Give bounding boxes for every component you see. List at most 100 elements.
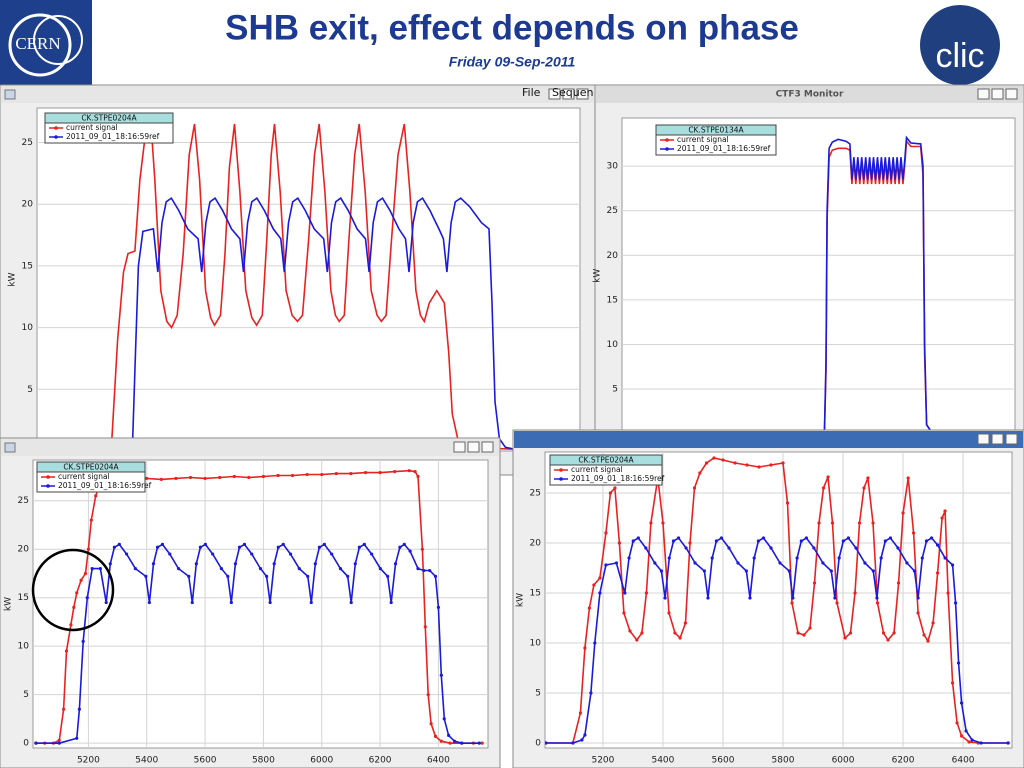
data-point [636, 536, 640, 540]
legend-header [655, 124, 777, 136]
data-point [628, 629, 632, 633]
window-button[interactable] [1005, 88, 1018, 100]
window-button[interactable] [977, 433, 990, 445]
window-button[interactable] [562, 88, 575, 100]
window-button[interactable] [576, 88, 589, 100]
menu-item[interactable]: File [522, 86, 541, 99]
y-tick-label: 5 [612, 385, 618, 395]
y-axis-label: kW [516, 593, 526, 607]
data-point [778, 561, 782, 565]
data-point [198, 545, 203, 549]
data-point [57, 741, 61, 745]
data-point [940, 516, 944, 520]
window-button[interactable] [453, 441, 466, 453]
data-point [843, 636, 847, 640]
data-point [448, 741, 452, 745]
data-point [967, 740, 971, 744]
data-point [835, 601, 839, 605]
legend-label: 2011_09_01_18:16:59ref [677, 144, 771, 153]
data-point [155, 545, 160, 549]
data-point [854, 546, 858, 550]
data-point [683, 621, 688, 625]
data-point [841, 539, 845, 543]
data-point [920, 556, 924, 560]
data-point [72, 605, 76, 609]
data-point [604, 563, 608, 567]
y-tick-label: 25 [530, 489, 541, 499]
data-point [317, 545, 322, 549]
data-point [693, 561, 697, 565]
data-point [422, 568, 426, 573]
data-point [631, 539, 635, 543]
y-tick-label: 30 [607, 162, 619, 172]
window: File Sequen510152025kWCK.STPE0204Acurrent… [0, 84, 596, 476]
data-point [808, 626, 812, 630]
data-point [955, 721, 959, 725]
x-tick-label: 5200 [77, 756, 100, 766]
window-button[interactable] [467, 441, 480, 453]
title-bar [1, 86, 594, 103]
window-button[interactable] [991, 433, 1004, 445]
data-point [338, 567, 343, 571]
data-point [837, 556, 841, 560]
data-point [875, 601, 880, 605]
y-tick-label: 5 [27, 385, 33, 395]
logo-background [920, 5, 1000, 85]
data-point [592, 583, 596, 587]
x-tick-label: 5800 [252, 756, 275, 766]
data-point [250, 552, 254, 556]
data-point [144, 574, 148, 578]
data-point [439, 673, 443, 677]
data-point [211, 552, 215, 556]
window-button[interactable] [481, 441, 494, 453]
window-button[interactable] [991, 88, 1004, 100]
x-tick-label: 6000 [832, 756, 855, 766]
data-point [924, 539, 929, 543]
x-tick-label: 5600 [194, 756, 217, 766]
data-point [905, 561, 909, 565]
data-point [757, 465, 761, 469]
logo-ring [33, 15, 83, 65]
y-tick-label: 15 [530, 589, 541, 599]
data-point [378, 567, 382, 571]
window-button[interactable] [1005, 433, 1018, 445]
data-point [676, 536, 681, 540]
legend-marker [559, 477, 563, 481]
data-point [219, 567, 224, 571]
data-point [879, 556, 883, 560]
data-point [791, 596, 795, 600]
data-point [378, 471, 382, 475]
logo-text: clic [935, 37, 984, 75]
data-point [188, 475, 193, 480]
data-point [334, 471, 338, 476]
data-point [756, 539, 760, 543]
data-point [953, 601, 958, 605]
data-point [407, 469, 411, 473]
plot-lines [37, 123, 580, 451]
data-point [151, 562, 156, 566]
window: 0 5 10 15 20 25 5200 5400 5600 5800 6000 6200 6400 kW… [512, 429, 1024, 768]
data-point [916, 611, 920, 615]
data-point [714, 539, 718, 543]
data-point [57, 738, 61, 742]
data-point [439, 739, 443, 743]
data-point [853, 591, 857, 595]
data-point [702, 569, 706, 573]
data-point [719, 536, 724, 540]
data-point [950, 681, 955, 685]
data-point [104, 600, 108, 605]
data-point [752, 556, 756, 560]
data-point [90, 567, 94, 571]
slide-title: SHB exit, effect depends on phase [225, 8, 799, 47]
y-tick-label: 10 [607, 340, 619, 350]
y-tick-label: 10 [22, 323, 34, 333]
window-button[interactable] [548, 88, 561, 100]
window-button[interactable] [977, 88, 990, 100]
highlight-circle [31, 548, 115, 632]
clic-logo: clic [920, 5, 1000, 85]
y-tick-label: 25 [22, 138, 33, 148]
menu-item[interactable]: Sequen [552, 86, 593, 99]
data-point [94, 494, 98, 498]
